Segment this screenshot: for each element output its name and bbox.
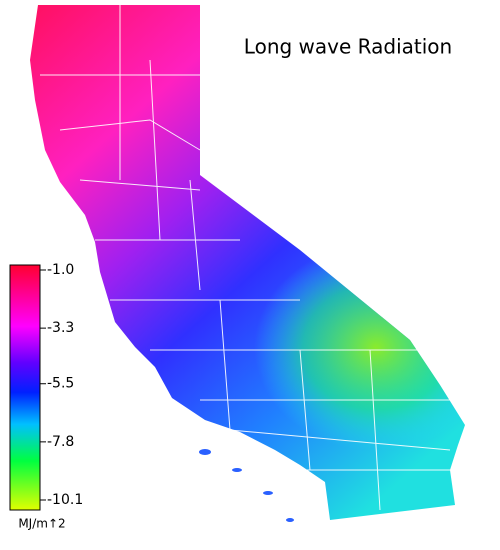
islands [199, 449, 294, 522]
colorbar-ticks: -1.0 -3.3 -5.5 -7.8 -10.1 [40, 262, 83, 508]
colorbar-tick-label: -5.5 [47, 376, 74, 392]
colorbar-tick-label: -7.8 [47, 434, 74, 450]
colorbar-tick-label: -1.0 [47, 262, 74, 278]
map-title: Long wave Radiation [244, 35, 452, 59]
county-lines [40, 5, 455, 511]
east-overlay [60, 175, 465, 520]
colorbar [9, 264, 41, 511]
colorbar-unit: MJ/m↑2 [18, 517, 65, 531]
colorbar-tick-label: -3.3 [47, 320, 74, 336]
colorbar-tick-label: -10.1 [47, 492, 83, 508]
california-map [30, 5, 465, 522]
